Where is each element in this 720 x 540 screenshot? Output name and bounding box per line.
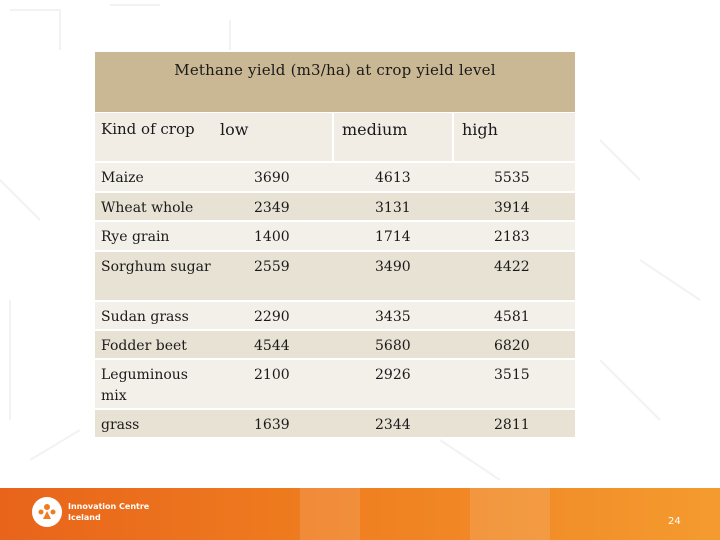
low-value: 2100 xyxy=(254,367,290,383)
table-row: grass 1639 2344 2811 xyxy=(95,410,575,439)
table-header-row: Kind of crop low medium high xyxy=(95,113,575,163)
logo-mark-icon xyxy=(32,497,62,527)
table-row: Fodder beet 4544 5680 6820 xyxy=(95,331,575,360)
header-medium: medium xyxy=(332,113,452,161)
low-value: 4544 xyxy=(254,338,290,354)
high-value: 5535 xyxy=(494,170,530,186)
crop-name: Sorghum sugar xyxy=(101,259,211,275)
page-number: 24 xyxy=(668,516,681,527)
crop-name: Wheat whole xyxy=(101,200,194,216)
low-value: 1639 xyxy=(254,417,290,433)
methane-yield-table: Methane yield (m3/ha) at crop yield leve… xyxy=(95,52,575,439)
crop-name: grass xyxy=(101,417,140,433)
medium-value: 2926 xyxy=(375,367,411,383)
header-low: low xyxy=(220,120,249,139)
medium-value: 1714 xyxy=(375,229,411,245)
footer-stripe xyxy=(300,488,360,540)
medium-value: 4613 xyxy=(375,170,411,186)
crop-name: Rye grain xyxy=(101,229,170,245)
high-value: 6820 xyxy=(494,338,530,354)
low-value: 1400 xyxy=(254,229,290,245)
high-value: 2811 xyxy=(494,417,530,433)
crop-name: Maize xyxy=(101,170,144,186)
low-value: 3690 xyxy=(254,170,290,186)
header-kind-of-crop: Kind of crop xyxy=(101,120,195,138)
medium-value: 3131 xyxy=(375,200,411,216)
crop-name: Sudan grass xyxy=(101,309,189,325)
low-value: 2349 xyxy=(254,200,290,216)
footer-bar xyxy=(0,488,720,540)
footer-stripe xyxy=(470,488,550,540)
table-row: Wheat whole 2349 3131 3914 xyxy=(95,193,575,222)
medium-value: 3490 xyxy=(375,259,411,275)
innovation-centre-logo: Innovation Centre Iceland xyxy=(32,497,149,527)
high-value: 3914 xyxy=(494,200,530,216)
logo-text-line2: Iceland xyxy=(68,513,101,522)
header-high: high xyxy=(452,113,575,161)
background-decoration xyxy=(0,4,701,480)
medium-value: 2344 xyxy=(375,417,411,433)
crop-name: Fodder beet xyxy=(101,338,187,354)
low-value: 2559 xyxy=(254,259,290,275)
medium-value: 3435 xyxy=(375,309,411,325)
low-value: 2290 xyxy=(254,309,290,325)
high-value: 3515 xyxy=(494,367,530,383)
table-row: Rye grain 1400 1714 2183 xyxy=(95,222,575,252)
table-row: Leguminous mix 2100 2926 3515 xyxy=(95,360,575,410)
crop-name: Leguminous mix xyxy=(101,367,188,404)
high-value: 2183 xyxy=(494,229,530,245)
medium-value: 5680 xyxy=(375,338,411,354)
table-row: Sudan grass 2290 3435 4581 xyxy=(95,302,575,331)
table-row: Sorghum sugar 2559 3490 4422 xyxy=(95,252,575,302)
table-row: Maize 3690 4613 5535 xyxy=(95,163,575,193)
high-value: 4581 xyxy=(494,309,530,325)
high-value: 4422 xyxy=(494,259,530,275)
logo-text-line1: Innovation Centre xyxy=(68,502,150,511)
table-title: Methane yield (m3/ha) at crop yield leve… xyxy=(95,52,575,113)
